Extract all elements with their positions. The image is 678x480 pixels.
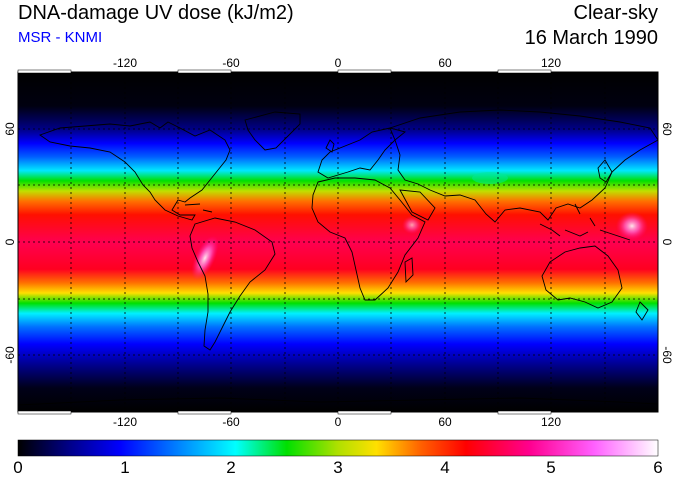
colorbar-label: 1 [120, 458, 130, 477]
lat-label-left: -60 [3, 346, 17, 364]
colorbar-label: 2 [226, 458, 236, 477]
lon-label-top: 0 [335, 56, 342, 70]
map-subtitle: MSR - KNMI [18, 29, 103, 46]
colorbar-label: 0 [13, 458, 23, 477]
lon-label-bottom: 0 [335, 415, 342, 429]
lon-label-bottom: 120 [541, 415, 561, 429]
lat-label-right: -60 [660, 346, 674, 364]
lon-label-bottom: 60 [438, 415, 452, 429]
lon-label-bottom: -120 [113, 415, 137, 429]
map-date: 16 March 1990 [524, 27, 658, 49]
border-scale [17, 69, 552, 415]
sky-condition-label: Clear-sky [573, 2, 658, 24]
uv-features [191, 172, 648, 281]
lon-label-top: -60 [222, 56, 240, 70]
map-title: DNA-damage UV dose (kJ/m2) [18, 2, 294, 24]
lon-label-top: 120 [541, 56, 561, 70]
lat-label-left: 0 [3, 238, 17, 245]
colorbar-label: 5 [546, 458, 556, 477]
colorbar [17, 439, 659, 457]
lat-label-right: 0 [660, 239, 674, 246]
lon-label-top: -120 [113, 56, 137, 70]
lat-label-right: 60 [660, 122, 674, 136]
colorbar-label: 6 [653, 458, 663, 477]
graticule [18, 72, 658, 412]
lat-label-left: 60 [3, 122, 17, 136]
colorbar-label: 3 [333, 458, 343, 477]
lon-label-bottom: -60 [222, 415, 240, 429]
colorbar-label: 4 [440, 458, 450, 477]
lon-label-top: 60 [438, 56, 452, 70]
